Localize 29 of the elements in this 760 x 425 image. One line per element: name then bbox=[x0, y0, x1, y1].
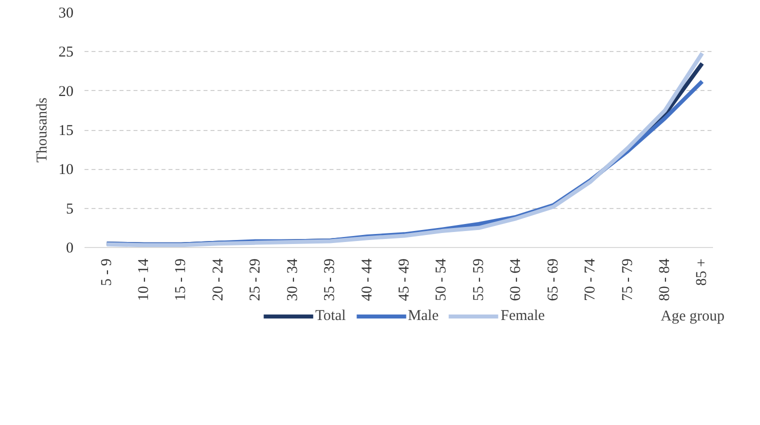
y-tick-label: 25 bbox=[58, 44, 74, 61]
y-tick-label: 5 bbox=[66, 201, 74, 218]
x-tick-label: 40 - 44 bbox=[359, 258, 376, 301]
x-tick-label: 35 - 39 bbox=[322, 258, 338, 301]
y-tick-label: 20 bbox=[58, 84, 74, 100]
x-tick-label: 20 - 24 bbox=[210, 258, 226, 301]
x-tick-label: 25 - 29 bbox=[248, 258, 264, 301]
x-tick-label: 50 - 54 bbox=[434, 258, 450, 301]
x-tick-label: 75 - 79 bbox=[620, 258, 636, 301]
x-tick-label: 30 - 34 bbox=[284, 258, 301, 301]
legend-label: Female bbox=[500, 308, 545, 324]
y-tick-label: 0 bbox=[66, 240, 74, 256]
y-axis-title: Thousands bbox=[34, 97, 50, 162]
x-axis-title: Age group bbox=[660, 308, 725, 324]
x-tick-label: 5 - 9 bbox=[98, 258, 115, 286]
x-tick-label: 10 - 14 bbox=[136, 258, 152, 301]
legend-label: Male bbox=[408, 308, 439, 324]
x-tick-label: 65 - 69 bbox=[545, 258, 562, 301]
x-tick-label: 70 - 74 bbox=[582, 258, 599, 301]
x-tick-label: 85 + bbox=[694, 258, 710, 286]
x-tick-label: 15 - 19 bbox=[173, 258, 190, 301]
x-tick-label: 45 - 49 bbox=[396, 258, 412, 301]
x-tick-label: 60 - 64 bbox=[508, 258, 524, 301]
x-tick-label: 80 - 84 bbox=[656, 258, 673, 301]
y-tick-label: 10 bbox=[58, 162, 74, 178]
legend-label: Total bbox=[315, 308, 346, 324]
x-tick-label: 55 - 59 bbox=[470, 258, 487, 301]
y-tick-label: 15 bbox=[58, 123, 74, 139]
y-tick-label: 30 bbox=[58, 6, 74, 22]
